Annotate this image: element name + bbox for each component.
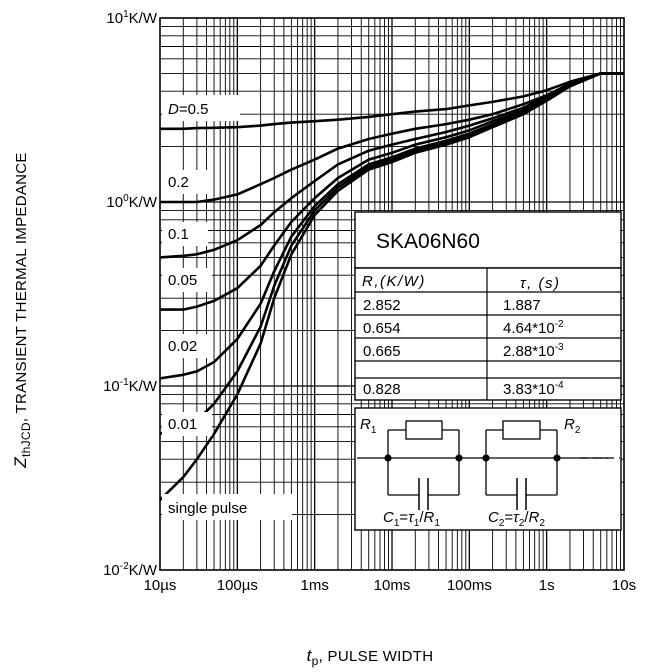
y-axis-symbol: Z [11, 457, 30, 469]
plot-frame [159, 17, 625, 571]
table-row-r: 2.852 [363, 297, 401, 314]
part-number-box: SKA06N60 [354, 211, 622, 269]
x-axis-symbol: t [307, 646, 313, 665]
resistor-1-icon [405, 420, 443, 440]
capacitor-1-label: C1=τ1/R1 [383, 509, 440, 529]
annotation-label: 0.2 [168, 174, 189, 191]
y-axis-title: ZthJCD, TRANSIENT THERMAL IMPEDANCE [11, 152, 33, 468]
annotation-label: 0.1 [168, 226, 189, 243]
annotation-box [162, 494, 292, 520]
table-row-r: 0.654 [363, 320, 401, 337]
annotation-label: 0.02 [168, 338, 197, 355]
x-axis-subscript: p [312, 654, 319, 668]
x-tick-label: 1s [539, 577, 555, 594]
series-line [159, 72, 624, 501]
x-axis-title: tp, PULSE WIDTH [307, 646, 434, 668]
annotation-box [162, 412, 212, 436]
y-tick-label: 101K/W [106, 9, 157, 27]
axis-tick-labels: 10µs 100µs 1ms 10ms 100ms 1s 10s 101K/W 100K/W 10… [103, 9, 636, 594]
annotation-box [162, 95, 240, 121]
x-tick-label: 10µs [144, 577, 177, 594]
capacitor-2-label: C2=τ2/R2 [488, 509, 545, 529]
series-line [159, 72, 624, 259]
resistor-2-label: R2 [564, 416, 581, 436]
annotation-box [162, 222, 208, 246]
x-tick-label: 10s [612, 577, 636, 594]
series-line [160, 72, 624, 131]
table-header-tau: τ, (s) [520, 275, 560, 292]
y-axis-text: , TRANSIENT THERMAL IMPEDANCE [13, 152, 30, 422]
rc-parameter-table: R,(K/W) τ, (s) 2.852 1.887 0.654 4.64*10… [354, 267, 622, 401]
y-axis-subscript: thJCD [19, 422, 33, 457]
impedance-curves [159, 72, 624, 501]
rc-equivalent-circuit: R1 R2 C1=τ1/R1 C2=τ2/R2 [354, 407, 622, 531]
annotation-label: 0.05 [168, 272, 197, 289]
annotation-box [162, 170, 208, 194]
table-row-r: 0.828 [363, 381, 401, 398]
x-tick-label: 1ms [300, 577, 328, 594]
table-row-tau: 3.83*10-4 [503, 380, 564, 398]
x-tick-label: 10ms [374, 577, 411, 594]
part-number: SKA06N60 [376, 230, 480, 253]
x-axis-text: , PULSE WIDTH [319, 648, 434, 665]
annotation-label: single pulse [168, 500, 247, 517]
table-header-r: R,(K/W) [362, 273, 426, 290]
table-row-tau: 4.64*10-2 [503, 319, 564, 337]
resistor-2-icon [502, 420, 541, 440]
resistor-1-label: R1 [360, 416, 377, 436]
annotation-label: 0.01 [168, 416, 197, 433]
table-row-tau: 2.88*10-3 [503, 342, 564, 360]
table-row-tau: 1.887 [503, 297, 541, 314]
table-row-r: 0.665 [363, 343, 401, 360]
y-tick-label: 10-1K/W [103, 377, 158, 395]
x-tick-label: 100µs [217, 577, 258, 594]
y-tick-label: 100K/W [106, 193, 157, 211]
curve-annotations: D=0.5 0.2 0.1 0.05 0.02 0.01 single pulse [162, 95, 292, 520]
y-tick-label: 10-2K/W [103, 561, 158, 579]
annotation-box [162, 334, 212, 358]
annotation-label: D=0.5 [168, 101, 208, 118]
series-line [160, 72, 624, 204]
annotation-box [162, 268, 212, 292]
x-tick-label: 100ms [447, 577, 492, 594]
